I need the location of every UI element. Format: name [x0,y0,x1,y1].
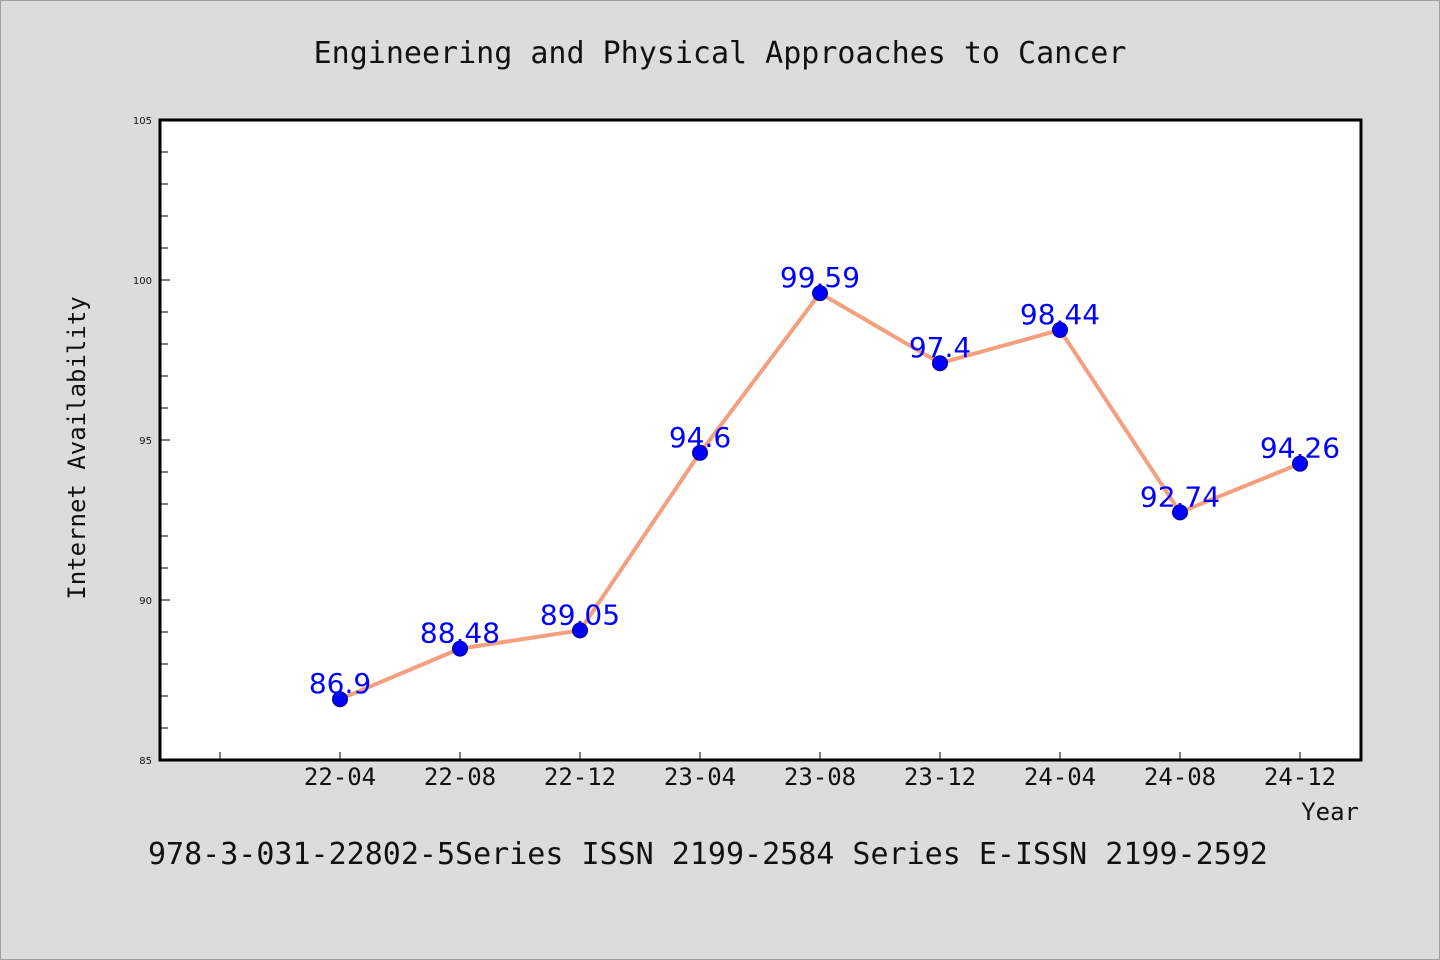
data-label: 86.9 [309,667,371,700]
data-label: 98.44 [1020,298,1100,331]
data-label: 92.74 [1140,480,1220,513]
x-tick-label: 24-04 [1024,763,1096,791]
data-point [332,691,348,708]
y-tick-label: 90 [139,596,152,607]
plot-area [158,118,1363,762]
x-tick-label: 22-12 [544,763,616,791]
data-point [1292,455,1308,472]
data-point [692,444,708,461]
x-tick-label: 24-08 [1144,763,1216,791]
data-label: 99.59 [780,261,860,294]
data-label: 89.05 [540,598,620,631]
x-tick-label: 22-04 [304,763,376,791]
data-point [932,355,948,372]
data-point [812,285,828,302]
series-layer: 86.9 88.48 89.05 94.6 99.59 97.4 98.44 92.74 94.… [309,261,1340,708]
data-point [572,622,588,639]
chart-title: Engineering and Physical Approaches to C… [314,36,1127,71]
x-tick-label: 23-08 [784,763,856,791]
footer-text: 978-3-031-22802-5Series ISSN 2199-2584 S… [148,837,1268,872]
y-tick-label: 105 [133,116,152,127]
data-label: 94.26 [1260,432,1340,465]
x-tick-label: 24-12 [1264,763,1336,791]
y-tick-label: 100 [133,276,152,287]
data-point [452,640,468,657]
y-tick-label: 85 [139,756,152,767]
x-tick-label: 23-12 [904,763,976,791]
x-axis-ticks: 22-04 22-08 22-12 23-04 23-08 23-12 24-04 24-08… [219,752,1336,791]
data-point [1052,321,1068,338]
x-tick-label: 23-04 [664,763,736,791]
y-tick-label: 95 [139,436,152,447]
data-label: 94.6 [669,421,731,454]
data-label: 97.4 [909,331,971,364]
y-axis-ticks: 85 90 95 100 105 [133,116,170,767]
y-axis-label: Internet Availability [63,296,91,599]
x-axis-label: Year [1301,798,1359,826]
data-point [1172,504,1188,521]
data-label: 88.48 [420,617,500,650]
x-tick-label: 22-08 [424,763,496,791]
